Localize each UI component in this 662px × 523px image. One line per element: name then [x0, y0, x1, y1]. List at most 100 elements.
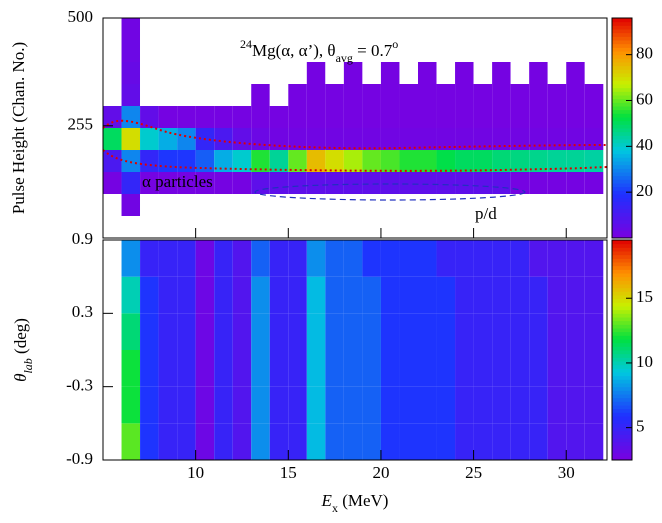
cell [380, 106, 400, 128]
cell [362, 150, 381, 172]
overlay [102, 119, 608, 201]
cell [455, 172, 474, 194]
cell [399, 150, 418, 172]
cell [492, 313, 511, 350]
colorbar-step [612, 212, 632, 217]
cell [584, 40, 604, 62]
cell [362, 40, 381, 62]
cell [121, 84, 141, 106]
cell [492, 216, 511, 238]
cell [251, 106, 270, 128]
cell [269, 18, 289, 40]
cell [195, 84, 215, 106]
cell [510, 313, 530, 350]
cell [288, 423, 307, 460]
cell [399, 62, 418, 84]
annotation: 24Mg(α, α’), θavg = 0.7o [240, 37, 398, 65]
cell [306, 84, 326, 106]
cell [547, 240, 567, 277]
cell [510, 194, 530, 216]
colorbar-step [612, 87, 632, 92]
colorbar-step [612, 357, 632, 362]
cell [436, 194, 456, 216]
cell [214, 423, 233, 460]
cell [547, 40, 567, 62]
cell [529, 386, 548, 424]
cell [121, 40, 141, 62]
cell [473, 18, 493, 40]
cell [343, 40, 363, 62]
colorbar-step [612, 54, 632, 59]
cell [103, 240, 122, 277]
cell [418, 386, 437, 424]
cell [492, 386, 511, 424]
cell [306, 240, 326, 277]
cell [121, 194, 141, 216]
cell [362, 216, 381, 238]
cell [584, 386, 604, 424]
cell [232, 423, 252, 460]
cell [214, 216, 233, 238]
colorbar-step [612, 423, 632, 428]
cell [566, 84, 585, 106]
cell [455, 313, 474, 350]
cell [547, 386, 567, 424]
pd-label: p/d [475, 204, 497, 223]
cell [529, 350, 548, 387]
cell [214, 84, 233, 106]
colorbar-step [612, 298, 632, 303]
cell [325, 62, 344, 84]
cell [362, 240, 381, 277]
cell [343, 106, 363, 128]
cell [510, 423, 530, 460]
cell [399, 18, 418, 40]
colorbar-step [612, 269, 632, 274]
cell [103, 313, 122, 350]
colorbar-step [612, 284, 632, 289]
cell [177, 350, 196, 387]
cell [418, 106, 437, 128]
colorbar-step [612, 445, 632, 450]
cell [288, 150, 307, 172]
colorbar-step [612, 95, 632, 100]
colorbar-step [612, 168, 632, 173]
colorbar-step [612, 247, 632, 252]
colorbar-step [612, 65, 632, 70]
colorbar-step [612, 331, 632, 336]
cell [251, 62, 270, 84]
cell [362, 18, 381, 40]
cell [529, 172, 548, 194]
colorbar-step [612, 243, 632, 248]
cell [436, 423, 456, 460]
cell [529, 62, 548, 84]
colorbar-step [612, 161, 632, 166]
x-tick-label: 25 [465, 463, 482, 482]
cell [140, 276, 159, 314]
cell [158, 128, 178, 150]
cell [343, 276, 363, 314]
cell [232, 62, 252, 84]
cell [436, 150, 456, 172]
cell [325, 386, 344, 424]
cell [566, 350, 585, 387]
cell [121, 106, 141, 128]
cell [195, 423, 215, 460]
cell [306, 216, 326, 238]
cell [529, 216, 548, 238]
cell [343, 62, 363, 84]
cell [455, 18, 474, 40]
cell [251, 194, 270, 216]
cell [566, 386, 585, 424]
top-frame [102, 17, 608, 239]
colorbar-step [612, 295, 632, 300]
cell [399, 423, 418, 460]
y-axis-label: θlab (deg) [11, 318, 35, 382]
cell [418, 194, 437, 216]
colorbar-step [612, 135, 632, 140]
colorbar-step [612, 262, 632, 267]
colorbar-step [612, 197, 632, 202]
cell [566, 128, 585, 150]
cell [510, 350, 530, 387]
cell [214, 350, 233, 387]
